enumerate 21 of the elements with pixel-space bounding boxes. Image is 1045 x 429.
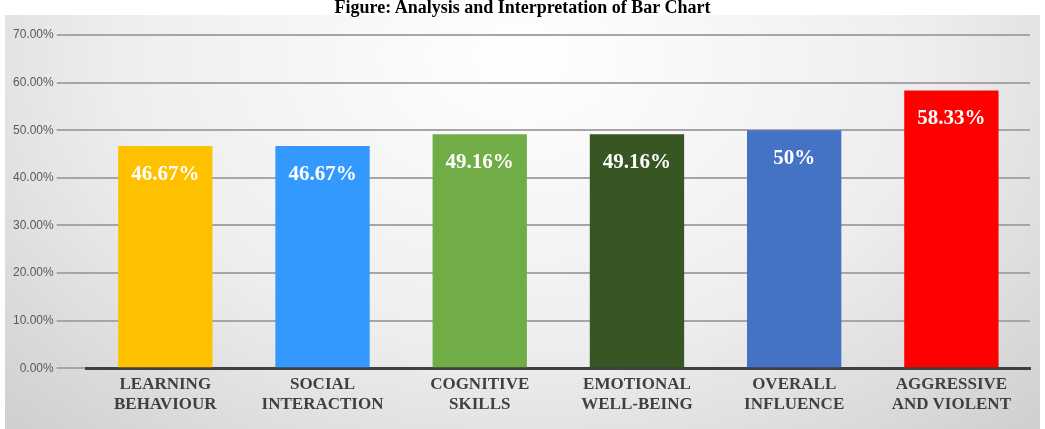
data-label: 46.67%: [288, 160, 357, 185]
y-tick-label: 50.00%: [13, 122, 55, 137]
x-tick-label: LEARNING BEHAVIOUR: [113, 373, 218, 414]
data-label: 58.33%: [917, 105, 986, 130]
y-tick-label: 40.00%: [13, 170, 55, 185]
y-tick-label: 70.00%: [13, 27, 55, 42]
x-tick-label: EMOTIONAL WELL-BEING: [581, 373, 693, 414]
x-tick-label: COGNITIVE SKILLS: [430, 373, 530, 414]
x-tick-label: SOCIAL INTERACTION: [261, 373, 385, 414]
data-label: 50%: [773, 145, 816, 170]
data-label: 46.67%: [131, 160, 200, 185]
data-label: 49.16%: [602, 149, 672, 174]
data-label: 49.16%: [445, 149, 514, 174]
y-tick-label: 20.00%: [13, 265, 55, 280]
y-tick-label: 30.00%: [13, 217, 55, 232]
y-tick-label: 0.00%: [19, 360, 55, 375]
x-tick-label: AGGRESSIVE AND VIOLENT: [891, 373, 1012, 414]
y-tick-label: 60.00%: [13, 74, 55, 89]
y-tick-label: 10.00%: [13, 312, 55, 327]
x-tick-label: OVERALL INFLUENCE: [744, 373, 845, 414]
chart-title: Figure: Analysis and Interpretation of Bar Chart: [333, 0, 712, 17]
